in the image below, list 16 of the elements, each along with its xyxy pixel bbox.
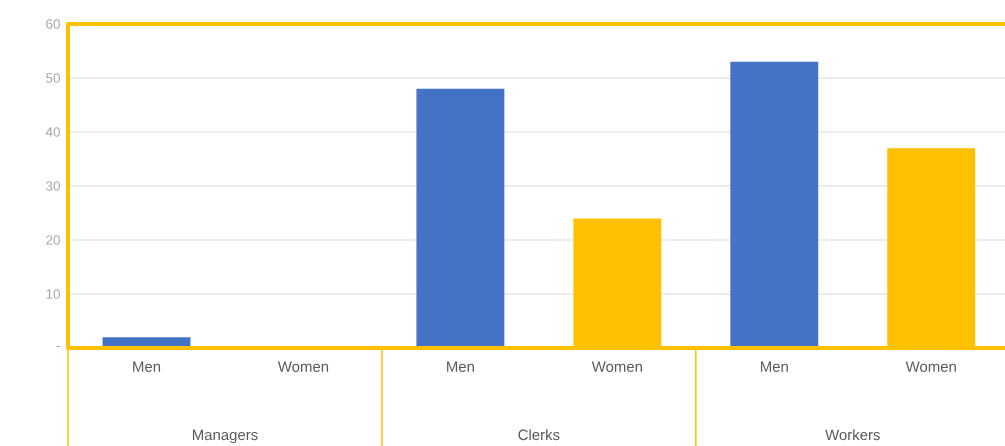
y-tick-label: 30 bbox=[46, 181, 60, 191]
y-tick-label: 60 bbox=[46, 19, 60, 29]
x-tick-label: Men bbox=[447, 361, 474, 372]
x-tick-label: Men bbox=[760, 361, 788, 372]
y-tick-label: 20 bbox=[46, 235, 60, 245]
text: Workers bbox=[825, 429, 880, 441]
x-tick-label: Men bbox=[133, 361, 161, 372]
y-tick-label: - bbox=[56, 345, 60, 347]
y-tick-label: 40 bbox=[45, 127, 60, 137]
text: Managers bbox=[192, 429, 258, 444]
x-tick-label: Women bbox=[905, 361, 956, 372]
y-tick-label: 50 bbox=[46, 73, 60, 83]
y-tick-label: 10 bbox=[46, 289, 60, 299]
text: Clerks bbox=[518, 429, 560, 441]
x-tick-label: Women bbox=[277, 361, 329, 372]
x-tick-label: Women bbox=[591, 361, 642, 372]
